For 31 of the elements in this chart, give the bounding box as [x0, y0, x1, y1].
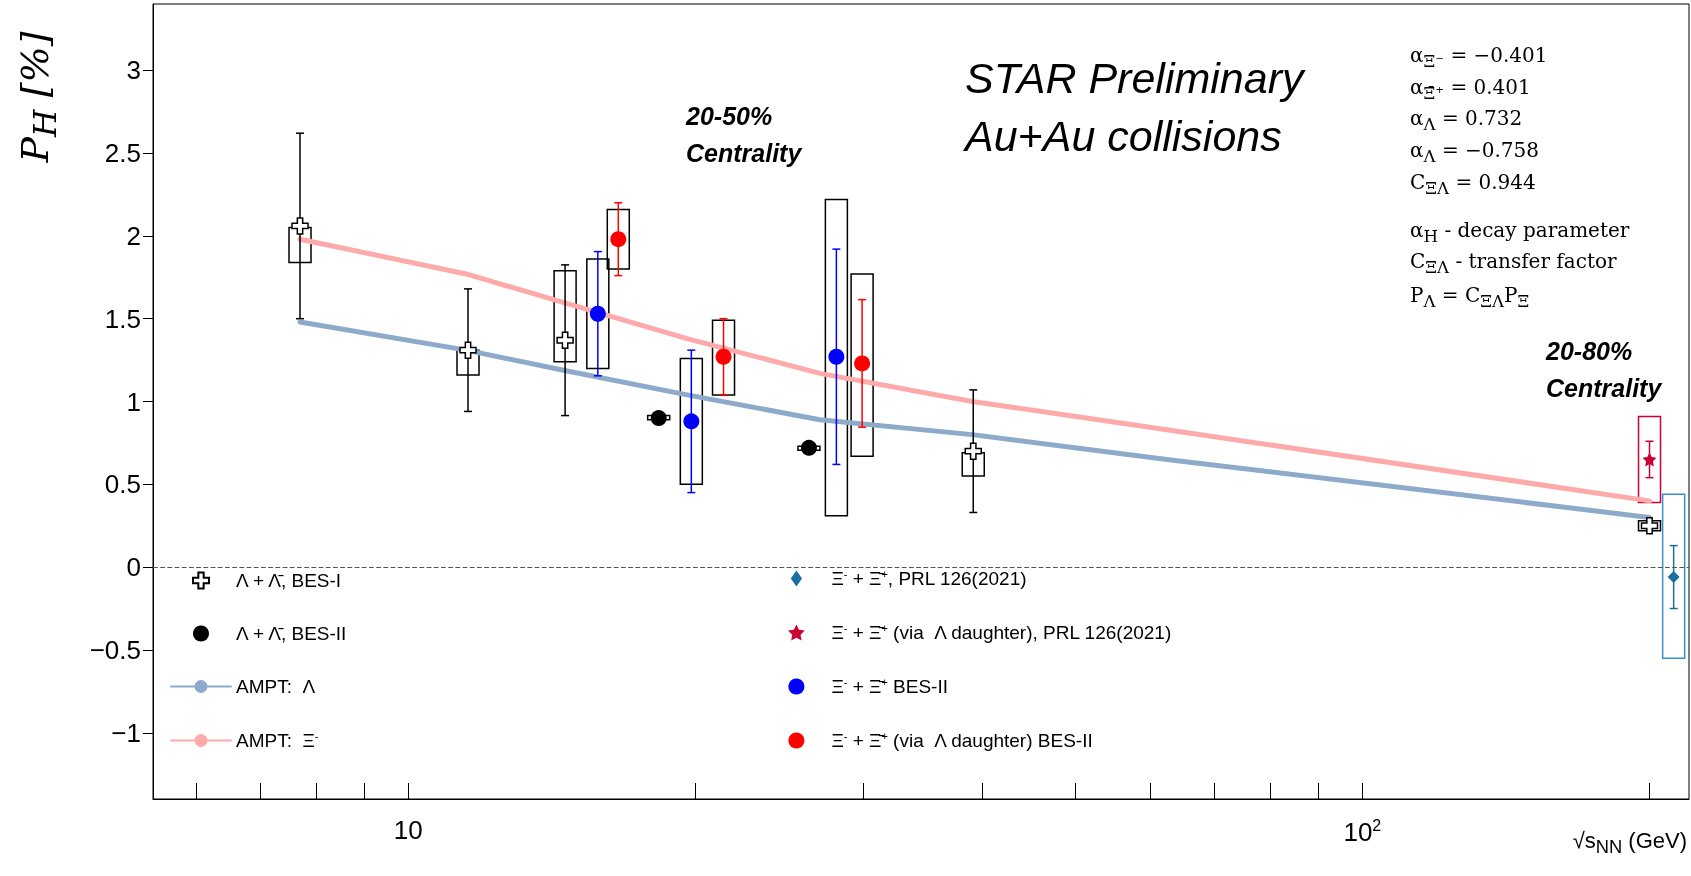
annotation: α$_{Λ}$ = −0.758	[1410, 137, 1540, 168]
legend-label: Ξ- + Ξ̄+ (via Λ daughter) BES-II	[831, 729, 1093, 751]
annotation: C$_{ΞΛ}$ = 0.944	[1410, 169, 1536, 200]
y-tick-label: 1.5	[104, 303, 141, 334]
annotation: 20-80% Centrality	[1546, 336, 1662, 404]
legend-label: Ξ- + Ξ̄+, PRL 126(2021)	[831, 567, 1027, 589]
y-tick-label: 2	[126, 220, 141, 251]
y-tick-label: 0	[126, 552, 141, 583]
legend-label: Ξ- + Ξ̄+ (via Λ daughter), PRL 126(2021)	[831, 621, 1172, 643]
y-tick-label: 2.5	[104, 138, 141, 169]
annotation: α$_{Ξ̄⁺}$ = 0.401	[1410, 75, 1531, 103]
legend-label: Λ + Λ̄, BES-II	[236, 623, 347, 644]
annotation: α$_{Λ}$ = 0.732	[1410, 105, 1523, 136]
annotation: α$_{H}$ - decay parameter	[1410, 218, 1630, 246]
x-axis-title: √s$_{NN}$ (GeV)	[1572, 827, 1687, 860]
legend-label: AMPT: Ξ-	[236, 729, 319, 751]
x-tick-label: 10	[393, 815, 423, 845]
annotation: Au+Au collisions	[965, 111, 1282, 162]
annotation: STAR Preliminary	[965, 53, 1304, 104]
y-tick-label: 3	[126, 55, 141, 86]
y-tick-label: 0.5	[104, 469, 141, 500]
y-tick-label: −0.5	[89, 634, 141, 665]
annotation: 20-50% Centrality	[686, 101, 802, 169]
legend-label: Λ + Λ̄, BES-I	[236, 570, 342, 591]
annotation: α$_{Ξ⁻}$ = −0.401	[1410, 42, 1548, 73]
y-tick-label: 1	[126, 386, 141, 417]
annotation: C$_{ΞΛ}$ - transfer factor	[1410, 248, 1617, 279]
annotation: P$_{Λ}$ = C$_{ΞΛ}$P$_{Ξ}$	[1410, 282, 1530, 313]
legend-label: AMPT: Λ	[236, 676, 316, 697]
y-tick-label: −1	[111, 717, 141, 748]
legend-label: Ξ- + Ξ̄+ BES-II	[831, 675, 949, 697]
